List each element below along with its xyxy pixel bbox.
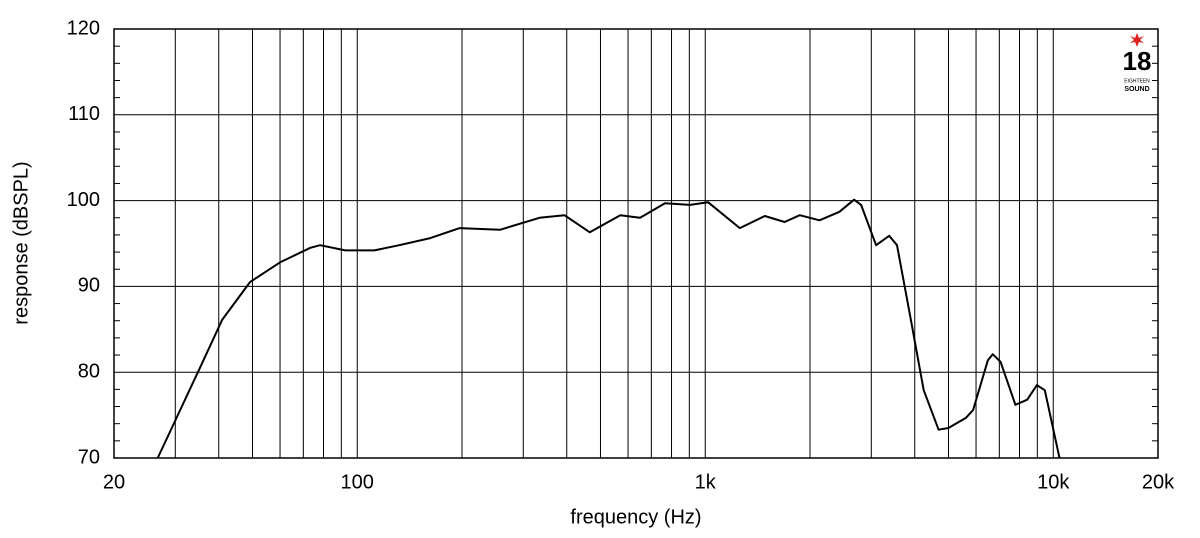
y-tick-label: 100 (67, 189, 100, 211)
logo-text: EIGHTEEN (1124, 78, 1150, 84)
logo-text: SOUND (1124, 86, 1149, 93)
logo-number: 18 (1123, 46, 1152, 76)
y-axis-label: response (dBSPL) (10, 161, 32, 324)
y-tick-label: 70 (78, 446, 100, 468)
logo-star (1130, 33, 1144, 47)
x-tick-label: 20 (103, 471, 125, 493)
line (156, 198, 1061, 458)
x-tick-label: 20k (1142, 471, 1175, 493)
y-tick-label: 80 (78, 360, 100, 382)
plot-frame (113, 28, 1159, 459)
y-tick-label: 90 (78, 275, 100, 297)
y-tick-label: 110 (68, 103, 100, 125)
x-tick-label: 10k (1037, 471, 1070, 493)
x-axis-label: frequency (Hz) (570, 506, 701, 528)
x-tick-label: 1k (695, 471, 717, 493)
x-tick-label: 100 (341, 471, 374, 493)
y-tick-label: 120 (67, 17, 100, 39)
